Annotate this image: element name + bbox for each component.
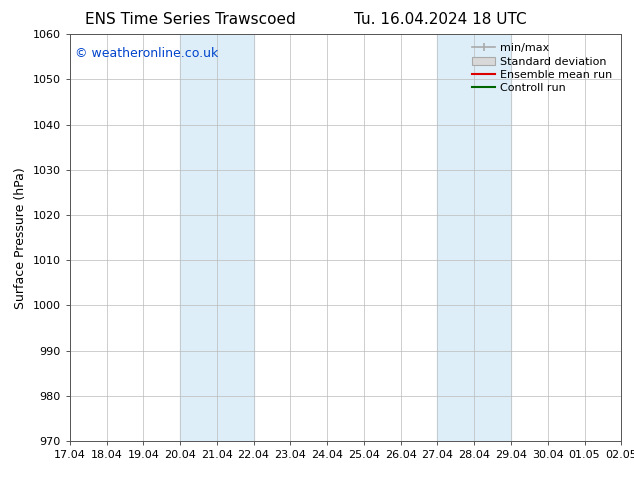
Bar — [180, 34, 254, 441]
Text: Tu. 16.04.2024 18 UTC: Tu. 16.04.2024 18 UTC — [354, 12, 527, 27]
Legend: min/max, Standard deviation, Ensemble mean run, Controll run: min/max, Standard deviation, Ensemble me… — [469, 40, 616, 97]
Y-axis label: Surface Pressure (hPa): Surface Pressure (hPa) — [14, 167, 27, 309]
Text: © weatheronline.co.uk: © weatheronline.co.uk — [75, 47, 219, 59]
Text: ENS Time Series Trawscoed: ENS Time Series Trawscoed — [85, 12, 295, 27]
Bar — [437, 34, 511, 441]
